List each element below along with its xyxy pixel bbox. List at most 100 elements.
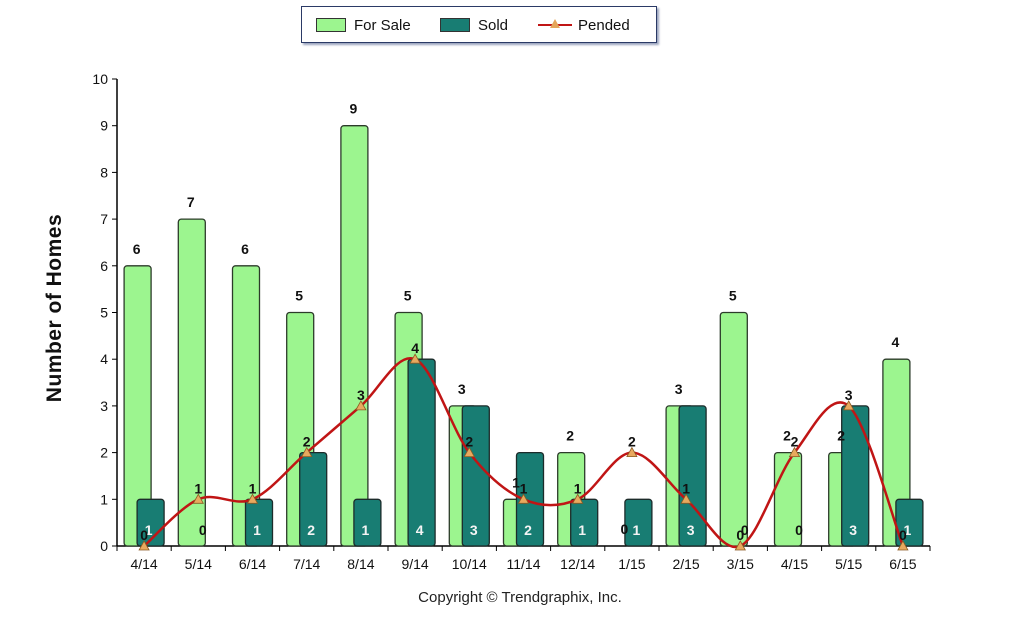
y-tick-label: 2 <box>100 445 108 461</box>
x-tick-label: 10/14 <box>452 556 487 572</box>
pended-point-marker <box>734 540 746 551</box>
x-tick-label: 2/15 <box>672 556 699 572</box>
pended-data-label: 0 <box>140 527 148 543</box>
sold-bar <box>678 405 707 547</box>
sold-bar <box>299 451 328 547</box>
for-sale-data-label: 9 <box>350 101 358 117</box>
pended-swatch <box>538 18 572 32</box>
for-sale-data-label: 6 <box>241 241 249 257</box>
pended-point-marker <box>463 446 475 458</box>
for-sale-bar <box>231 265 261 547</box>
sold-data-label: 3 <box>470 522 478 538</box>
y-tick-label: 7 <box>100 211 108 227</box>
for-sale-data-label: 3 <box>458 381 466 397</box>
for-sale-swatch <box>316 18 346 32</box>
sold-bars <box>136 358 924 547</box>
pended-point-marker <box>843 400 855 411</box>
pended-point-marker <box>572 493 584 504</box>
y-tick-label: 5 <box>100 305 108 321</box>
legend: For Sale Sold Pended <box>301 6 657 43</box>
sold-data-label: 2 <box>524 522 532 538</box>
sold-data-label: 0 <box>741 522 749 538</box>
pended-data-label: 0 <box>899 527 907 543</box>
sold-data-label: 2 <box>307 522 315 538</box>
y-tick-label: 6 <box>100 258 108 274</box>
x-tick-label: 3/15 <box>727 556 754 572</box>
legend-item-sold: Sold <box>440 15 508 35</box>
pended-point-marker <box>626 446 638 458</box>
x-tick-label: 5/14 <box>185 556 212 572</box>
sold-data-label: 3 <box>687 522 695 538</box>
sold-data-label: 0 <box>199 522 207 538</box>
sold-data-label: 1 <box>578 522 586 538</box>
sold-data-label: 0 <box>795 522 803 538</box>
pended-point-marker <box>301 446 313 458</box>
x-tick-label: 11/14 <box>507 556 541 572</box>
for-sale-data-label: 5 <box>729 288 737 304</box>
pended-data-label: 0 <box>736 527 744 543</box>
legend-label-for-sale: For Sale <box>354 16 411 34</box>
x-tick-label: 6/14 <box>239 556 266 572</box>
pended-point-marker <box>517 493 530 504</box>
for-sale-data-label: 0 <box>621 521 629 537</box>
copyright-text: Copyright © Trendgraphix, Inc. <box>418 589 622 606</box>
sold-data-label: 4 <box>416 522 424 538</box>
pended-point-marker <box>246 493 259 504</box>
x-tick-label: 7/14 <box>293 556 320 572</box>
x-tick-label: 5/15 <box>835 556 862 572</box>
pended-data-label: 1 <box>574 480 582 496</box>
sold-bar <box>515 451 545 547</box>
y-tick-label: 10 <box>92 71 108 87</box>
x-tick-label: 8/14 <box>347 556 374 572</box>
for-sale-bar <box>123 265 152 547</box>
y-tick-label: 0 <box>100 538 108 554</box>
pended-point-marker <box>680 493 692 504</box>
for-sale-data-label: 7 <box>187 194 195 210</box>
sold-swatch <box>440 18 470 32</box>
sold-data-label: 1 <box>362 522 370 538</box>
for-sale-data-label: 2 <box>837 428 845 444</box>
pended-data-label: 2 <box>465 434 473 450</box>
sold-bar <box>244 498 274 547</box>
sold-data-label: 1 <box>145 522 153 538</box>
y-tick-label: 9 <box>100 118 108 134</box>
sold-data-label: 1 <box>904 522 912 538</box>
pended-data-label: 2 <box>791 434 799 450</box>
pended-data-label: 1 <box>194 480 202 496</box>
pended-line <box>138 353 909 551</box>
pended-data-label: 3 <box>357 387 365 403</box>
pended-point-marker <box>409 353 421 364</box>
for-sale-data-label: 3 <box>675 381 683 397</box>
x-tick-label: 6/15 <box>889 556 916 572</box>
for-sale-data-label: 1 <box>512 474 520 490</box>
for-sale-bar <box>177 218 206 547</box>
x-tick-label: 4/15 <box>781 556 808 572</box>
y-tick-label: 8 <box>100 164 108 180</box>
for-sale-data-label: 5 <box>404 288 412 304</box>
for-sale-bar <box>340 125 369 547</box>
for-sale-bar <box>719 311 748 547</box>
y-axis-label: Number of Homes <box>43 213 66 403</box>
x-tick-label: 1/15 <box>618 556 645 572</box>
y-tick-label: 3 <box>100 398 108 414</box>
pended-data-label: 1 <box>520 480 528 496</box>
sold-data-label: 3 <box>849 522 857 538</box>
sold-bar <box>407 358 436 547</box>
for-sale-data-label: 2 <box>566 428 574 444</box>
sold-bar <box>624 498 653 547</box>
sold-bar <box>841 405 870 547</box>
x-tick-label: 9/14 <box>401 556 428 572</box>
pended-data-label: 1 <box>682 480 690 496</box>
legend-item-for-sale: For Sale <box>316 15 411 35</box>
pended-point-marker <box>788 446 801 458</box>
sold-data-label: 1 <box>633 522 641 538</box>
sold-bar <box>570 498 599 547</box>
legend-label-sold: Sold <box>478 16 509 34</box>
sold-data-label: 1 <box>253 522 261 538</box>
pended-point-marker <box>192 493 204 504</box>
